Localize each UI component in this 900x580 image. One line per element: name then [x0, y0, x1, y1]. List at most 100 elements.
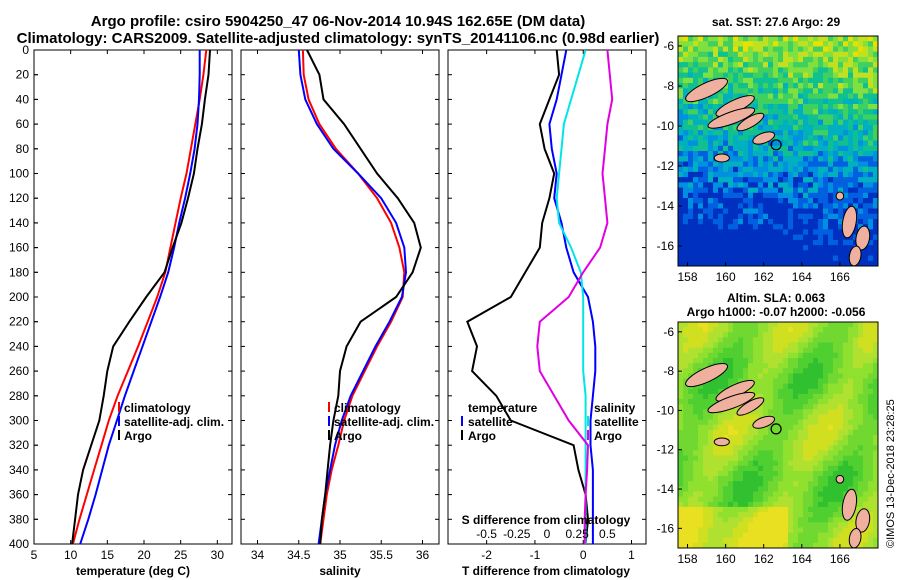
island-shape: [685, 363, 729, 388]
sla-map: 158 160 162 164 166 -6 -8 -10 -12 -14 -16: [657, 321, 879, 566]
island-shape: [685, 77, 729, 103]
depth-tick-label: 260: [9, 364, 29, 378]
depth-tick-label: 0: [22, 43, 29, 57]
map-y-tick: -12: [657, 443, 675, 457]
map-y-tick: -10: [657, 403, 675, 417]
s-tick-label: 0: [544, 527, 551, 541]
x-tick-label: 5: [31, 548, 38, 562]
salinity-xlabel: salinity: [319, 564, 361, 578]
sst-map: 158 160 162 164 166 -6 -8 -10 -12 -14 -16: [657, 35, 879, 284]
s-tick-label: -0.25: [503, 527, 531, 541]
temperature-legend: climatology satellite-adj. clim. Argo: [118, 401, 224, 443]
x-tick-label: 35.5: [370, 548, 394, 562]
legend-t-argo: Argo: [468, 429, 496, 443]
island-shape: [713, 437, 730, 447]
series-line-salinity-satellite: [555, 49, 587, 544]
salinity-plot: 34 34.5 35 35.5 36: [241, 49, 439, 562]
map-x-tick: 166: [830, 270, 850, 284]
legend-climatology: climatology: [334, 401, 401, 415]
map-x-tick: 164: [792, 270, 812, 284]
depth-tick-label: 160: [9, 241, 29, 255]
sla-map-title-2: Argo h1000: -0.07 h2000: -0.056: [687, 305, 866, 319]
island-shape: [752, 131, 776, 145]
series-line-temperature-satellite: [548, 49, 597, 544]
depth-tick-label: 360: [9, 488, 29, 502]
x-tick-label: 25: [174, 548, 188, 562]
depth-tick-label: 60: [16, 117, 30, 131]
island-shape: [841, 205, 858, 239]
legend-satellite-adj: satellite-adj. clim.: [334, 415, 434, 429]
map-x-tick: 160: [716, 270, 736, 284]
depth-tick-label: 240: [9, 339, 29, 353]
map-y-tick: -14: [657, 199, 675, 213]
x-tick-label: 35: [333, 548, 347, 562]
argo-position-marker: [770, 423, 782, 435]
map-y-tick: -6: [663, 325, 674, 339]
legend-argo: Argo: [334, 429, 362, 443]
x-tick-label: 15: [101, 548, 115, 562]
x-tick-label: 30: [211, 548, 225, 562]
island-shape: [736, 112, 765, 132]
figure-title-line1: Argo profile: csiro 5904250_47 06-Nov-20…: [91, 13, 585, 30]
map-x-tick: 164: [792, 552, 812, 566]
map-y-tick: -8: [663, 79, 674, 93]
argo-position-marker: [770, 139, 782, 151]
figure-title-line2: Climatology: CARS2009. Satellite-adjuste…: [17, 30, 660, 47]
island-shape: [841, 488, 858, 521]
island-shape: [707, 391, 756, 414]
s-difference-xlabel: S difference from climatology: [462, 513, 631, 527]
depth-tick-label: 400: [9, 537, 29, 551]
s-tick-label: -0.5: [476, 527, 497, 541]
series-line-temperature-argo: [466, 49, 590, 545]
difference-panel-frame: [447, 49, 647, 545]
depth-tick-label: 100: [9, 167, 29, 181]
series-line-satellite-adj-clim-: [297, 49, 408, 545]
map-y-tick: -12: [657, 159, 675, 173]
map-y-tick: -16: [657, 521, 675, 535]
legend-climatology: climatology: [124, 401, 191, 415]
legend-s-argo: Argo: [594, 429, 622, 443]
island-shape: [736, 397, 765, 416]
imos-credit: ©IMOS 13-Dec-2018 23:28:25: [885, 399, 897, 548]
temperature-plot: 5 10 15 20 25 30: [31, 49, 232, 562]
legend-argo: Argo: [124, 429, 152, 443]
depth-tick-label: 120: [9, 191, 29, 205]
legend-s-satellite: satellite: [594, 415, 639, 429]
depth-tick-label: 340: [9, 463, 29, 477]
x-tick-label: 1: [628, 548, 635, 562]
x-tick-label: -2: [481, 548, 492, 562]
depth-tick-label: 180: [9, 265, 29, 279]
map-y-tick: -6: [663, 39, 674, 53]
difference-legend: temperature satellite Argo salinity sate…: [461, 401, 639, 443]
depth-tick-label: 80: [16, 142, 30, 156]
legend-temperature: temperature: [468, 401, 538, 415]
temperature-panel-frame: [33, 49, 233, 545]
series-line-argo: [71, 49, 211, 545]
depth-tick-label: 300: [9, 414, 29, 428]
x-tick-label: 20: [137, 548, 151, 562]
salinity-panel-frame: [240, 49, 440, 545]
difference-plot: -2 -1 0 1-0.5 -0.25 0 0.25 0.5: [448, 49, 646, 562]
island-shape: [707, 107, 756, 129]
depth-axis: 0 20 40 60 80 100 120 140 160 180 200 220 240 260 280 3…: [9, 43, 38, 551]
map-x-tick: 158: [678, 552, 698, 566]
series-line-argo: [306, 49, 422, 545]
island-shape: [835, 191, 845, 201]
x-tick-label: 34: [251, 548, 265, 562]
map-y-tick: -10: [657, 119, 675, 133]
s-tick-label: 0.5: [599, 527, 616, 541]
legend-salinity: salinity: [594, 401, 636, 415]
map-x-tick: 162: [754, 552, 774, 566]
x-tick-label: 34.5: [287, 548, 311, 562]
legend-t-satellite: satellite: [468, 415, 513, 429]
map-x-tick: 166: [830, 552, 850, 566]
legend-satellite-adj: satellite-adj. clim.: [124, 415, 224, 429]
sla-map-title-1: Altim. SLA: 0.063: [727, 291, 825, 305]
sst-map-title: sat. SST: 27.6 Argo: 29: [712, 15, 841, 29]
depth-tick-label: 200: [9, 290, 29, 304]
x-tick-label: 0: [580, 548, 587, 562]
map-y-tick: -14: [657, 482, 675, 496]
series-line-climatology: [71, 49, 208, 545]
depth-tick-label: 280: [9, 389, 29, 403]
